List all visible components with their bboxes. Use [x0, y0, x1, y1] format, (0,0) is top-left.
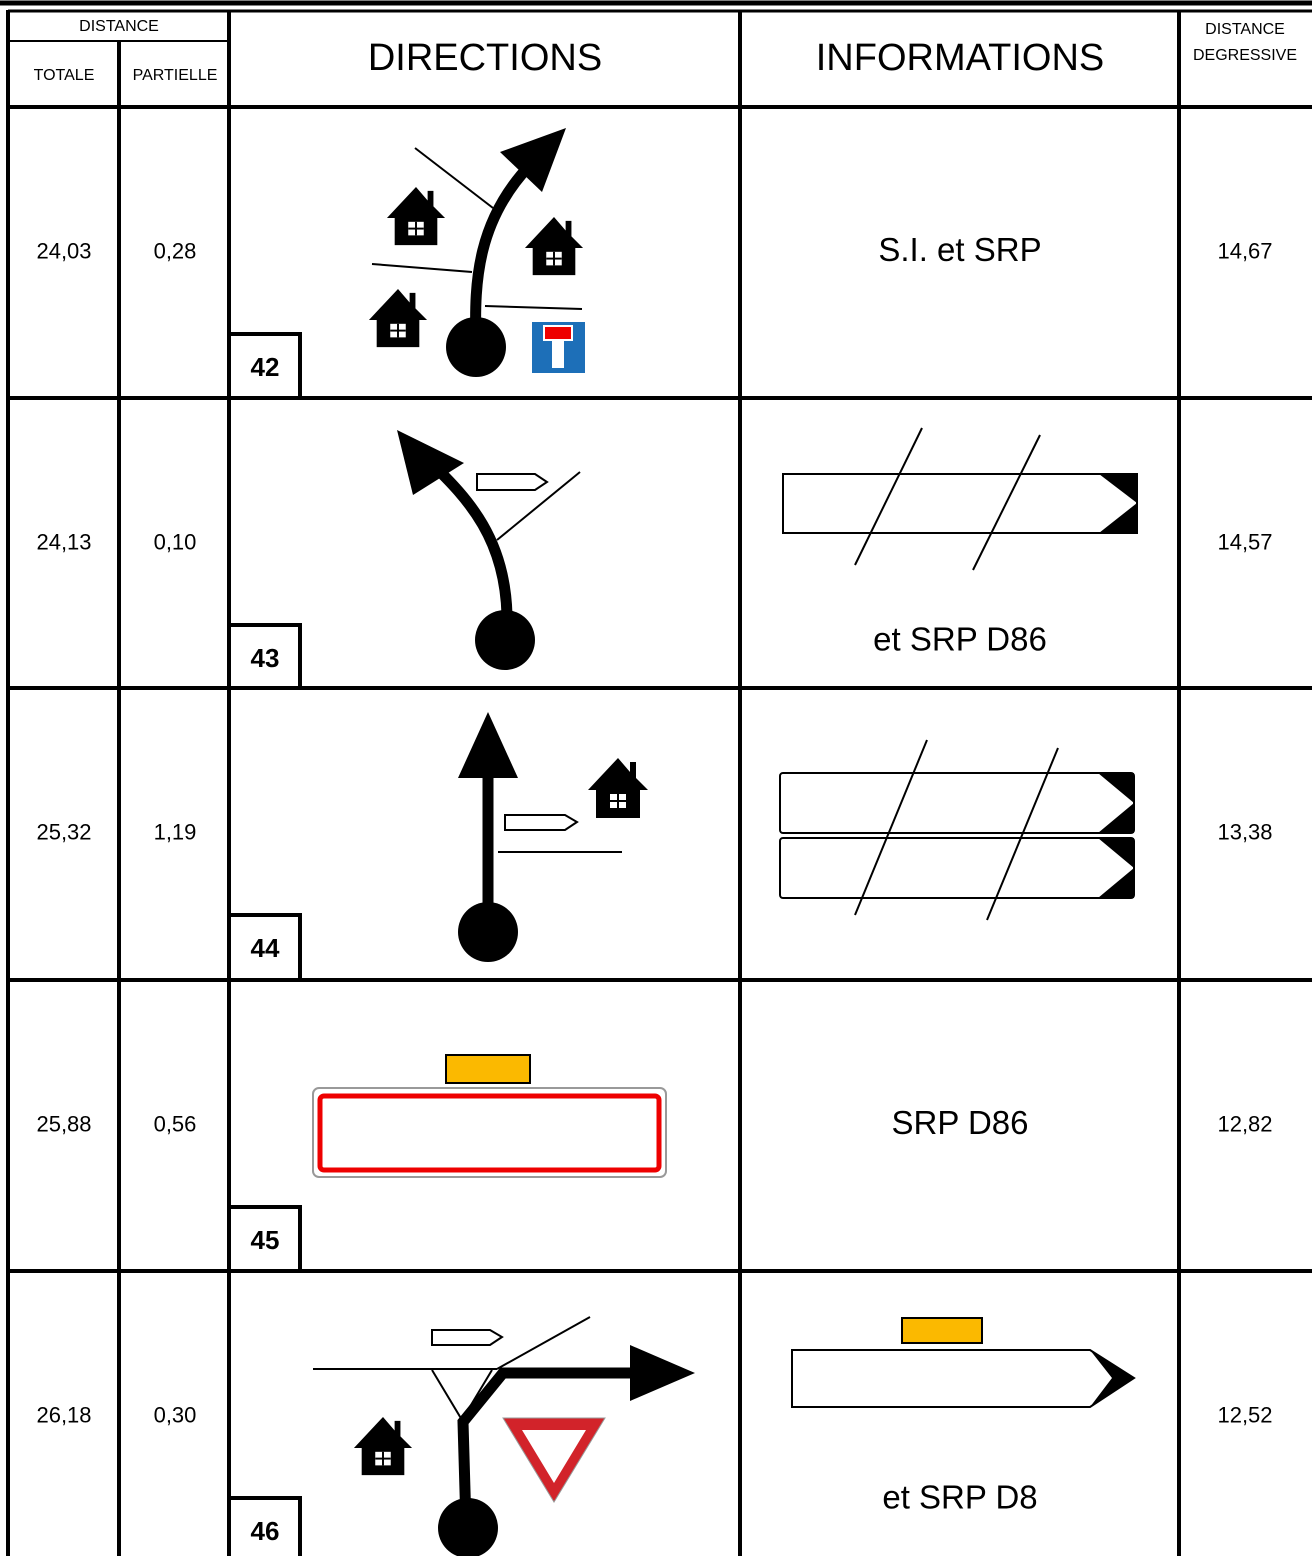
distance-degressive: 12,52 [1217, 1402, 1272, 1427]
info: et SRP D86 [873, 621, 1047, 658]
diagram-46 [313, 1316, 1136, 1556]
distance-degressive: 12,82 [1217, 1111, 1272, 1136]
header-degressive: DISTANCE [1205, 21, 1285, 38]
distance-totale: 25,32 [36, 819, 91, 844]
header-partielle: PARTIELLE [133, 67, 218, 84]
number-box [229, 1205, 302, 1271]
number-box [229, 1496, 302, 1556]
diagram-45 [312, 1054, 667, 1178]
distance-totale: 26,18 [36, 1402, 91, 1427]
header-totale: TOTALE [34, 67, 95, 84]
diagram-42 [368, 128, 585, 377]
number-box [229, 623, 302, 689]
step-number: 46 [251, 1516, 280, 1546]
header-distance: DISTANCE [79, 18, 159, 35]
distance-degressive: 13,38 [1217, 819, 1272, 844]
distance-partielle: 0,10 [154, 529, 197, 554]
step-number: 45 [251, 1225, 280, 1255]
distance-partielle: 1,19 [154, 819, 197, 844]
distance-degressive: 14,57 [1217, 529, 1272, 554]
step-number: 43 [251, 643, 280, 673]
step-number: 44 [251, 933, 280, 963]
info: et SRP D8 [882, 1479, 1037, 1516]
distance-partielle: 0,56 [154, 1111, 197, 1136]
step-number: 42 [251, 352, 280, 382]
header-informations: INFORMATIONS [816, 37, 1105, 79]
distance-totale: 24,13 [36, 529, 91, 554]
distance-partielle: 0,28 [154, 238, 197, 263]
number-box [229, 332, 302, 398]
diagram-44 [458, 712, 1135, 962]
header-degressive: DEGRESSIVE [1193, 47, 1297, 64]
info: S.I. et SRP [878, 231, 1041, 268]
distance-totale: 25,88 [36, 1111, 91, 1136]
number-box [229, 913, 302, 979]
distance-totale: 24,03 [36, 238, 91, 263]
info: SRP D86 [892, 1104, 1029, 1141]
header-directions: DIRECTIONS [368, 37, 602, 79]
diagram-43 [397, 427, 1138, 670]
distance-partielle: 0,30 [154, 1402, 197, 1427]
distance-degressive: 14,67 [1217, 238, 1272, 263]
